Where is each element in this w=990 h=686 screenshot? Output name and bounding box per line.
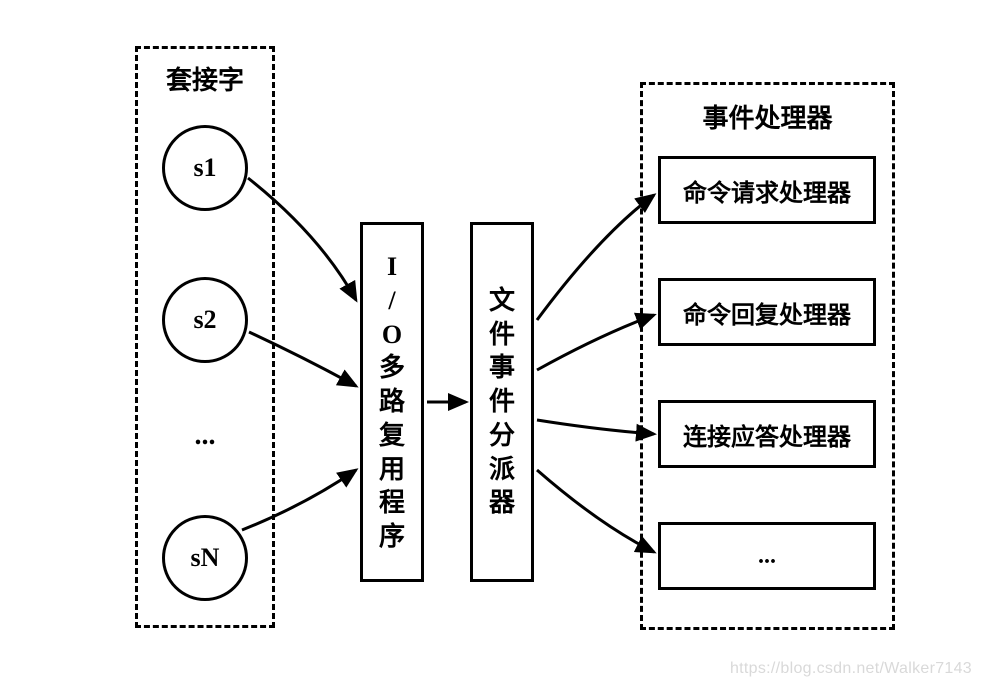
io-mux-box: I / O 多 路 复 用 程 序 bbox=[360, 222, 424, 582]
handlers-group-title: 事件处理器 bbox=[640, 98, 895, 135]
dispatcher-box: 文 件 事 件 分 派 器 bbox=[470, 222, 534, 582]
arrow-disp-h3 bbox=[537, 420, 654, 434]
handler-more: ... bbox=[658, 522, 876, 590]
handler-cmd-req-label: 命令请求处理器 bbox=[661, 159, 873, 221]
arrow-disp-h1 bbox=[537, 195, 654, 320]
socket-s2: s2 bbox=[162, 277, 248, 363]
watermark: https://blog.csdn.net/Walker7143 bbox=[730, 660, 972, 678]
socket-sN-label: sN bbox=[191, 543, 220, 573]
dispatcher-label: 文 件 事 件 分 派 器 bbox=[473, 225, 531, 579]
arrow-disp-h2 bbox=[537, 315, 654, 370]
sockets-ellipsis: ... bbox=[135, 420, 275, 452]
socket-s1-label: s1 bbox=[193, 153, 216, 183]
handler-more-label: ... bbox=[661, 525, 873, 587]
sockets-group-title: 套接字 bbox=[135, 60, 275, 97]
diagram-canvas: 套接字 s1 s2 ... sN I / O 多 路 复 用 程 序 文 件 事… bbox=[0, 0, 990, 686]
socket-sN: sN bbox=[162, 515, 248, 601]
socket-s1: s1 bbox=[162, 125, 248, 211]
handler-cmd-reply-label: 命令回复处理器 bbox=[661, 281, 873, 343]
socket-s2-label: s2 bbox=[193, 305, 216, 335]
handler-conn-resp-label: 连接应答处理器 bbox=[661, 403, 873, 465]
handler-conn-resp: 连接应答处理器 bbox=[658, 400, 876, 468]
io-mux-label: I / O 多 路 复 用 程 序 bbox=[363, 225, 421, 579]
handler-cmd-reply: 命令回复处理器 bbox=[658, 278, 876, 346]
handler-cmd-req: 命令请求处理器 bbox=[658, 156, 876, 224]
arrow-disp-h4 bbox=[537, 470, 654, 552]
